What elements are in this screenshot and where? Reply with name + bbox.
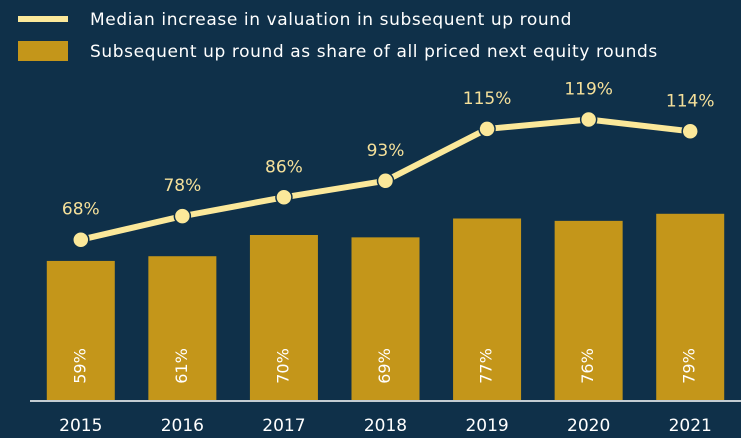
bar-value-label: 79%	[680, 348, 699, 384]
line-value-label: 68%	[62, 200, 100, 220]
bar	[249, 235, 318, 400]
x-tick-label: 2019	[465, 416, 508, 436]
bar	[554, 220, 623, 400]
line-marker	[478, 120, 496, 138]
line-value-label: 93%	[367, 141, 405, 161]
legend-label: Subsequent up round as share of all pric…	[90, 42, 658, 62]
x-tick-label: 2017	[262, 416, 305, 436]
bar	[453, 218, 522, 400]
x-tick-label: 2020	[567, 416, 610, 436]
bar-value-label: 59%	[70, 348, 89, 384]
x-tick-label: 2018	[364, 416, 407, 436]
line-marker	[173, 207, 192, 225]
x-tick-label: 2016	[161, 416, 204, 436]
line-value-label: 119%	[564, 80, 613, 100]
bar	[656, 213, 725, 400]
line-value-label: 115%	[463, 89, 512, 109]
legend-swatch	[18, 41, 68, 61]
bar-value-label: 69%	[375, 348, 394, 384]
line-value-label: 114%	[666, 91, 715, 111]
bar-value-label: 61%	[172, 348, 191, 384]
line-marker	[275, 188, 293, 207]
legend-label: Median increase in valuation in subseque…	[90, 10, 572, 30]
line-marker	[72, 230, 90, 249]
bar	[148, 256, 217, 400]
bar	[46, 260, 115, 400]
line-marker	[376, 172, 395, 190]
bar-value-label: 70%	[273, 348, 292, 384]
line-value-label: 78%	[163, 176, 201, 196]
line-value-label: 86%	[265, 157, 303, 177]
legend-swatch	[18, 16, 68, 22]
bar-value-label: 76%	[578, 348, 597, 384]
line-marker	[681, 122, 699, 141]
x-tick-label: 2015	[59, 416, 102, 436]
line-marker	[579, 110, 598, 129]
x-tick-label: 2021	[669, 416, 712, 436]
bar	[351, 237, 420, 400]
bar-value-label: 77%	[477, 348, 496, 384]
